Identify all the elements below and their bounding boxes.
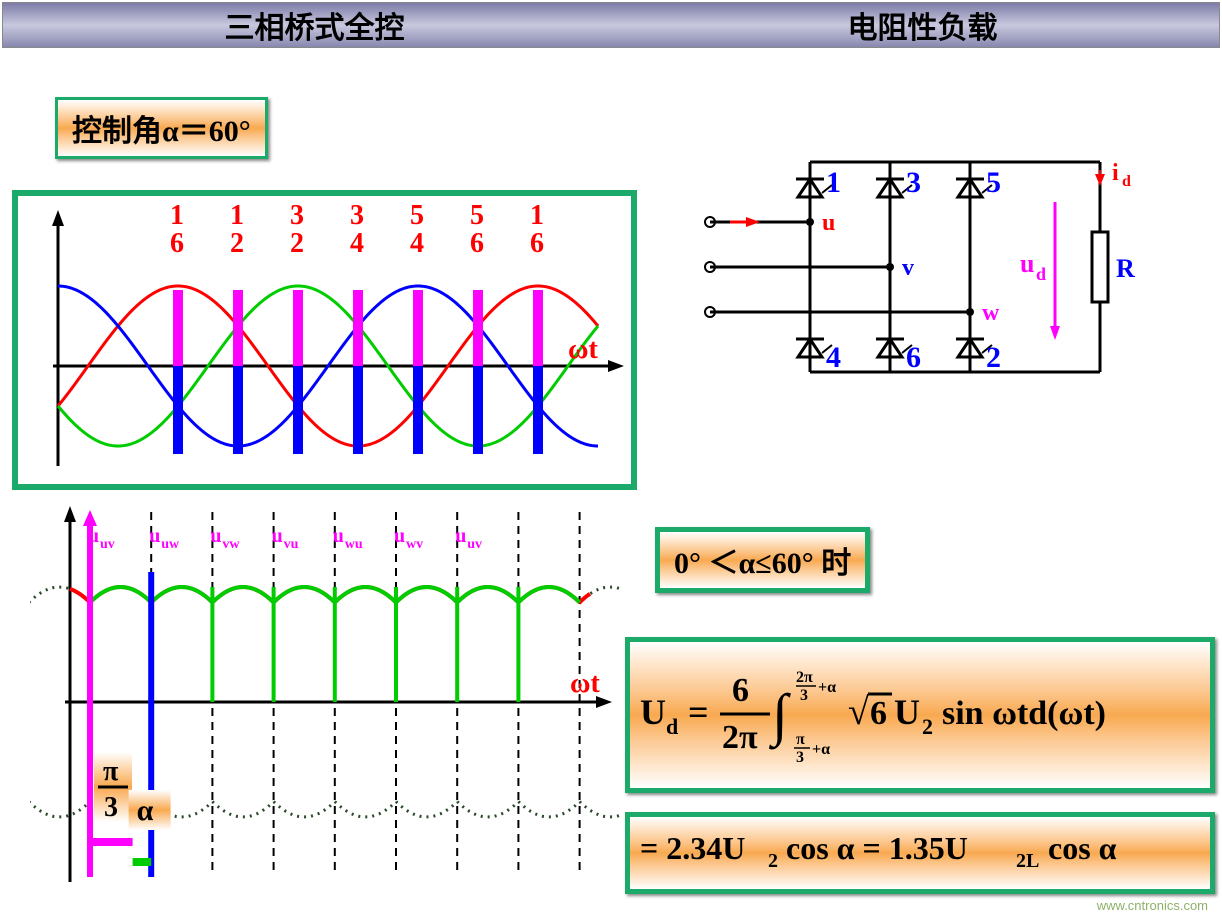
svg-text:4: 4 bbox=[410, 228, 424, 259]
svg-text:uw: uw bbox=[161, 537, 180, 552]
svg-text:4: 4 bbox=[350, 228, 364, 259]
slide-header: 三相桥式全控 电阻性负载 bbox=[2, 2, 1220, 48]
svg-text:5: 5 bbox=[470, 200, 484, 231]
svg-text:=: = bbox=[688, 692, 709, 732]
svg-text:6: 6 bbox=[470, 228, 484, 259]
svg-text:3: 3 bbox=[290, 200, 304, 231]
svg-text:1: 1 bbox=[530, 200, 544, 231]
svg-text:4: 4 bbox=[826, 341, 841, 374]
svg-text:vw: vw bbox=[222, 537, 240, 552]
svg-text:5: 5 bbox=[986, 166, 1001, 199]
svg-text:uv: uv bbox=[467, 537, 482, 552]
control-angle-box: 控制角α＝60° bbox=[55, 97, 268, 159]
svg-text:+α: +α bbox=[812, 741, 830, 758]
svg-text:5: 5 bbox=[410, 200, 424, 231]
svg-text:2: 2 bbox=[922, 714, 933, 739]
svg-text:u: u bbox=[210, 525, 221, 547]
svg-text:3: 3 bbox=[104, 792, 118, 823]
svg-text:2: 2 bbox=[986, 341, 1001, 374]
formula2-box: = 2.34U 2 cos α = 1.35U 2L cos α bbox=[625, 812, 1215, 894]
svg-text:3: 3 bbox=[796, 749, 804, 766]
wave-chart-frame: 16123234545616ωt bbox=[12, 190, 637, 490]
svg-text:2: 2 bbox=[290, 228, 304, 259]
svg-text:u: u bbox=[149, 525, 160, 547]
svg-text:2: 2 bbox=[768, 850, 778, 872]
header-left: 三相桥式全控 bbox=[225, 3, 405, 47]
condition-box: 0° ＜α≤60° 时 bbox=[655, 527, 870, 593]
header-right: 电阻性负载 bbox=[848, 3, 998, 47]
svg-text:sin ωtd(ωt): sin ωtd(ωt) bbox=[942, 695, 1106, 732]
svg-text:wu: wu bbox=[345, 537, 363, 552]
svg-text:u: u bbox=[394, 525, 405, 547]
svg-text:ωt: ωt bbox=[570, 668, 600, 699]
svg-text:v: v bbox=[902, 255, 914, 281]
svg-text:d: d bbox=[666, 714, 678, 739]
svg-text:+α: +α bbox=[818, 679, 836, 696]
svg-text:wv: wv bbox=[406, 537, 423, 552]
svg-text:3: 3 bbox=[800, 687, 808, 704]
wave-chart-svg: 16123234545616ωt bbox=[18, 196, 631, 484]
svg-text:U: U bbox=[894, 692, 920, 732]
svg-text:√: √ bbox=[848, 691, 869, 733]
svg-text:π: π bbox=[796, 731, 805, 748]
formula1-svg: U d = 6 2π ∫ 2π 3 +α π 3 +α √ 6 U 2 sin … bbox=[640, 656, 1200, 766]
svg-text:6: 6 bbox=[170, 228, 184, 259]
svg-text:i: i bbox=[1112, 160, 1119, 186]
svg-text:2L: 2L bbox=[1016, 850, 1039, 872]
svg-text:u: u bbox=[1020, 249, 1034, 278]
svg-text:6: 6 bbox=[732, 672, 749, 709]
svg-text:2π: 2π bbox=[722, 719, 758, 756]
output-chart: ωtuuvuuwuvwuvuuwuuwvuuvπ3α bbox=[30, 502, 620, 897]
svg-text:1: 1 bbox=[170, 200, 184, 231]
svg-text:cos α: cos α bbox=[1048, 830, 1117, 866]
svg-text:u: u bbox=[333, 525, 344, 547]
svg-text:6: 6 bbox=[870, 695, 887, 732]
svg-text:= 2.34U: = 2.34U bbox=[640, 830, 745, 866]
svg-text:π: π bbox=[103, 756, 119, 787]
condition-text: 0° ＜α≤60° 时 bbox=[674, 547, 851, 580]
watermark: www.cntronics.com bbox=[1097, 898, 1208, 913]
svg-text:2: 2 bbox=[230, 228, 244, 259]
svg-text:uv: uv bbox=[100, 537, 115, 552]
svg-text:α: α bbox=[137, 794, 154, 827]
svg-text:U: U bbox=[640, 692, 666, 732]
svg-text:R: R bbox=[1116, 254, 1135, 283]
svg-text:2π: 2π bbox=[796, 669, 813, 686]
svg-text:u: u bbox=[272, 525, 283, 547]
svg-text:vu: vu bbox=[284, 537, 299, 552]
svg-text:∫: ∫ bbox=[768, 682, 791, 750]
svg-text:3: 3 bbox=[350, 200, 364, 231]
svg-text:d: d bbox=[1122, 173, 1131, 190]
svg-text:3: 3 bbox=[906, 166, 921, 199]
svg-text:u: u bbox=[822, 210, 835, 236]
svg-text:u: u bbox=[455, 525, 466, 547]
svg-text:w: w bbox=[982, 300, 1000, 326]
svg-text:cos α = 1.35U: cos α = 1.35U bbox=[786, 830, 968, 866]
circuit-diagram: idudR14u36v52w bbox=[700, 132, 1200, 412]
svg-text:1: 1 bbox=[230, 200, 244, 231]
formula1-box: U d = 6 2π ∫ 2π 3 +α π 3 +α √ 6 U 2 sin … bbox=[625, 637, 1215, 793]
formula2-svg: = 2.34U 2 cos α = 1.35U 2L cos α bbox=[640, 825, 1200, 873]
svg-text:6: 6 bbox=[530, 228, 544, 259]
svg-text:d: d bbox=[1036, 264, 1046, 284]
svg-text:ωt: ωt bbox=[568, 334, 598, 365]
svg-text:6: 6 bbox=[906, 341, 921, 374]
control-angle-text: 控制角α＝60° bbox=[72, 115, 251, 148]
svg-text:1: 1 bbox=[826, 166, 841, 199]
